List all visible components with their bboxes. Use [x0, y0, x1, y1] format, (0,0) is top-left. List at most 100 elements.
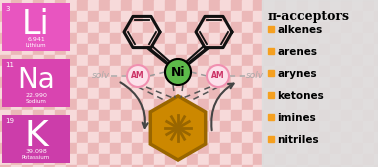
Bar: [297, 99, 308, 110]
Bar: [121, 99, 132, 110]
Bar: [55, 44, 66, 55]
Bar: [330, 110, 341, 121]
Bar: [319, 165, 330, 167]
Bar: [330, 99, 341, 110]
Bar: [297, 121, 308, 132]
Bar: [88, 66, 99, 77]
Bar: [297, 22, 308, 33]
Bar: [99, 99, 110, 110]
Bar: [363, 99, 374, 110]
Bar: [264, 33, 275, 44]
Text: 22.990: 22.990: [25, 93, 47, 98]
Bar: [330, 11, 341, 22]
Bar: [88, 99, 99, 110]
Bar: [143, 121, 154, 132]
Bar: [165, 88, 176, 99]
Bar: [66, 22, 77, 33]
Text: alkenes: alkenes: [277, 25, 322, 35]
Bar: [22, 0, 33, 11]
Bar: [143, 99, 154, 110]
Bar: [330, 154, 341, 165]
Bar: [0, 165, 11, 167]
Text: AM: AM: [131, 71, 145, 80]
Bar: [33, 55, 44, 66]
Bar: [187, 0, 198, 11]
Bar: [209, 88, 220, 99]
Bar: [121, 66, 132, 77]
Bar: [0, 22, 11, 33]
Bar: [198, 55, 209, 66]
Bar: [22, 66, 33, 77]
Bar: [176, 22, 187, 33]
Bar: [319, 121, 330, 132]
Bar: [187, 33, 198, 44]
Bar: [330, 44, 341, 55]
Bar: [363, 154, 374, 165]
Bar: [286, 143, 297, 154]
Bar: [77, 66, 88, 77]
Bar: [165, 99, 176, 110]
Bar: [110, 11, 121, 22]
Bar: [308, 22, 319, 33]
Bar: [286, 121, 297, 132]
Bar: [187, 110, 198, 121]
Bar: [209, 121, 220, 132]
Bar: [363, 22, 374, 33]
Bar: [99, 132, 110, 143]
Bar: [297, 77, 308, 88]
Bar: [231, 99, 242, 110]
Bar: [297, 11, 308, 22]
Bar: [165, 55, 176, 66]
Bar: [11, 22, 22, 33]
Bar: [66, 143, 77, 154]
Bar: [55, 132, 66, 143]
Bar: [88, 11, 99, 22]
Bar: [176, 55, 187, 66]
Bar: [0, 132, 11, 143]
Bar: [352, 99, 363, 110]
Bar: [275, 44, 286, 55]
Bar: [132, 110, 143, 121]
Bar: [121, 88, 132, 99]
Bar: [22, 22, 33, 33]
Bar: [308, 154, 319, 165]
Bar: [44, 11, 55, 22]
Bar: [11, 44, 22, 55]
Bar: [132, 99, 143, 110]
Bar: [66, 132, 77, 143]
Bar: [308, 143, 319, 154]
Text: solv: solv: [92, 71, 110, 80]
Text: 19: 19: [5, 118, 14, 124]
Bar: [176, 110, 187, 121]
Bar: [242, 33, 253, 44]
Bar: [264, 11, 275, 22]
Bar: [44, 22, 55, 33]
Bar: [275, 143, 286, 154]
Bar: [275, 121, 286, 132]
Bar: [319, 0, 330, 11]
Bar: [132, 33, 143, 44]
Bar: [264, 44, 275, 55]
Bar: [165, 77, 176, 88]
Text: Lithium: Lithium: [26, 43, 46, 48]
Bar: [242, 22, 253, 33]
Bar: [132, 66, 143, 77]
Bar: [330, 0, 341, 11]
Bar: [121, 77, 132, 88]
Bar: [352, 66, 363, 77]
Bar: [341, 110, 352, 121]
Bar: [341, 99, 352, 110]
Bar: [209, 77, 220, 88]
Bar: [11, 88, 22, 99]
Bar: [253, 110, 264, 121]
Bar: [121, 132, 132, 143]
Bar: [297, 44, 308, 55]
Bar: [132, 77, 143, 88]
Bar: [99, 88, 110, 99]
Bar: [253, 55, 264, 66]
Text: nitriles: nitriles: [277, 135, 319, 145]
Text: 6.941: 6.941: [27, 37, 45, 42]
Text: Sodium: Sodium: [26, 99, 46, 104]
Bar: [363, 110, 374, 121]
Bar: [209, 110, 220, 121]
